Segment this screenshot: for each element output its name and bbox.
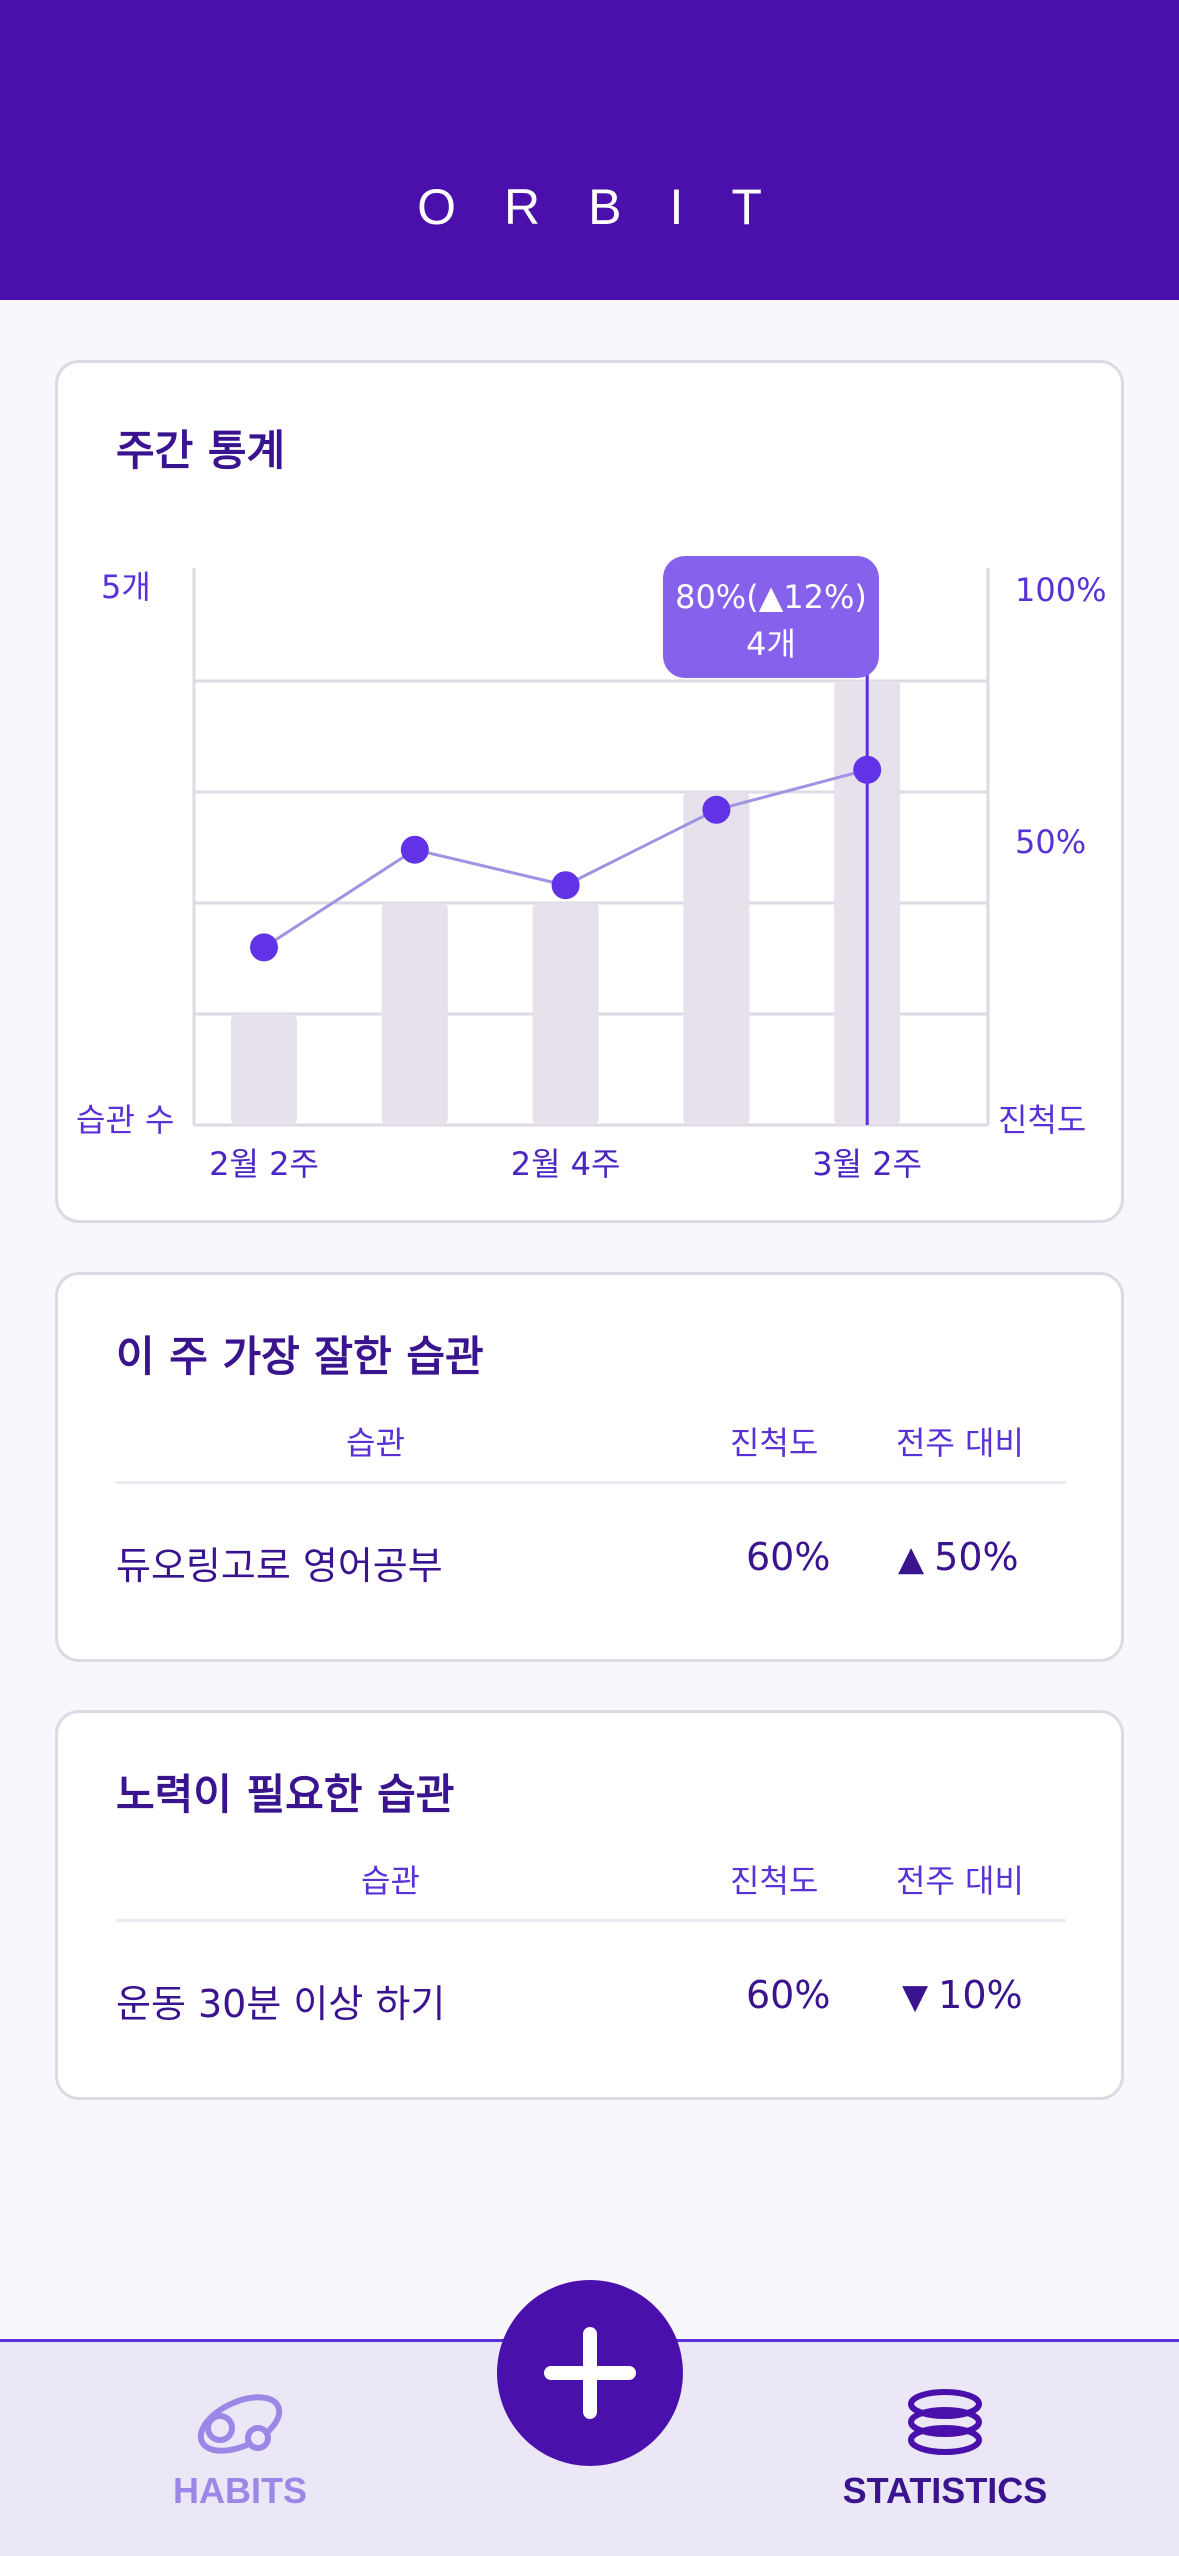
chart-bar	[683, 792, 750, 1125]
left-axis-title: 습관 수	[76, 1101, 175, 1139]
weekly-stats-card: 주간 통계 80%(▲12%) 4개 5개 습관 수 100% 50% 진척도 …	[55, 360, 1124, 1223]
x-tick-label: 2월 2주	[209, 1145, 319, 1183]
right-axis-mid-label: 50%	[1015, 823, 1086, 861]
progress-point	[551, 871, 580, 900]
chart-bar	[231, 1014, 297, 1125]
needs-col-habit: 습관	[361, 1862, 420, 1900]
best-row-progress: 60%	[746, 1535, 831, 1579]
needs-divider	[116, 1919, 1066, 1922]
progress-point	[853, 755, 882, 784]
best-col-progress: 진척도	[730, 1424, 819, 1462]
nav-statistics-label: STATISTICS	[842, 2470, 1048, 2511]
orbit-icon	[197, 2394, 283, 2454]
up-arrow-icon: ▲	[898, 1539, 925, 1579]
nav-habits-label: HABITS	[173, 2470, 307, 2511]
tooltip-box	[663, 556, 879, 678]
needs-row-name: 운동 30분 이상 하기	[116, 1982, 446, 2026]
weekly-chart: 80%(▲12%) 4개 5개 습관 수 100% 50% 진척도 2월 2주 2…	[76, 556, 1106, 1183]
needs-effort-title: 노력이 필요한 습관	[116, 1770, 455, 1819]
chart-bar	[381, 903, 448, 1125]
needs-row-change: ▼ 10%	[902, 1973, 1023, 2017]
right-axis-top-label: 100%	[1015, 571, 1106, 609]
progress-point	[250, 933, 278, 962]
tooltip-count: 4개	[746, 625, 796, 663]
chart-bar	[532, 903, 599, 1125]
best-row-change-value: 50%	[934, 1535, 1019, 1579]
needs-row-change-value: 10%	[938, 1973, 1023, 2017]
down-arrow-icon: ▼	[902, 1977, 929, 2017]
app-header: ORBIT	[0, 0, 1179, 300]
needs-row-progress: 60%	[746, 1973, 831, 2017]
best-col-change: 전주 대비	[896, 1424, 1024, 1462]
app-logo: ORBIT	[417, 179, 810, 235]
needs-col-change: 전주 대비	[896, 1862, 1024, 1900]
needs-col-progress: 진척도	[730, 1862, 819, 1900]
right-axis-title: 진척도	[998, 1101, 1086, 1139]
progress-point	[702, 795, 731, 824]
nav-habits[interactable]: HABITS	[150, 2382, 330, 2512]
left-axis-top-label: 5개	[101, 568, 151, 606]
best-col-habit: 습관	[346, 1424, 405, 1462]
chart-tooltip: 80%(▲12%) 4개	[663, 556, 879, 678]
x-tick-label: 3월 2주	[812, 1145, 922, 1183]
x-tick-label: 2월 4주	[511, 1145, 621, 1183]
best-row-name: 듀오링고로 영어공부	[116, 1544, 443, 1588]
best-habit-title: 이 주 가장 잘한 습관	[116, 1332, 484, 1381]
nav-statistics[interactable]: STATISTICS	[840, 2382, 1050, 2512]
weekly-stats-title: 주간 통계	[116, 426, 286, 475]
progress-point	[400, 835, 429, 864]
plus-icon-vertical	[583, 2327, 597, 2419]
stack-icon	[908, 2389, 982, 2455]
best-habit-card: 이 주 가장 잘한 습관 습관 진척도 전주 대비 듀오링고로 영어공부 60%…	[55, 1272, 1124, 1662]
tooltip-percent: 80%(▲12%)	[675, 578, 867, 616]
best-row-change: ▲ 50%	[898, 1535, 1019, 1579]
best-divider	[116, 1481, 1066, 1484]
add-habit-button[interactable]	[497, 2280, 683, 2466]
needs-effort-card: 노력이 필요한 습관 습관 진척도 전주 대비 운동 30분 이상 하기 60%…	[55, 1710, 1124, 2100]
